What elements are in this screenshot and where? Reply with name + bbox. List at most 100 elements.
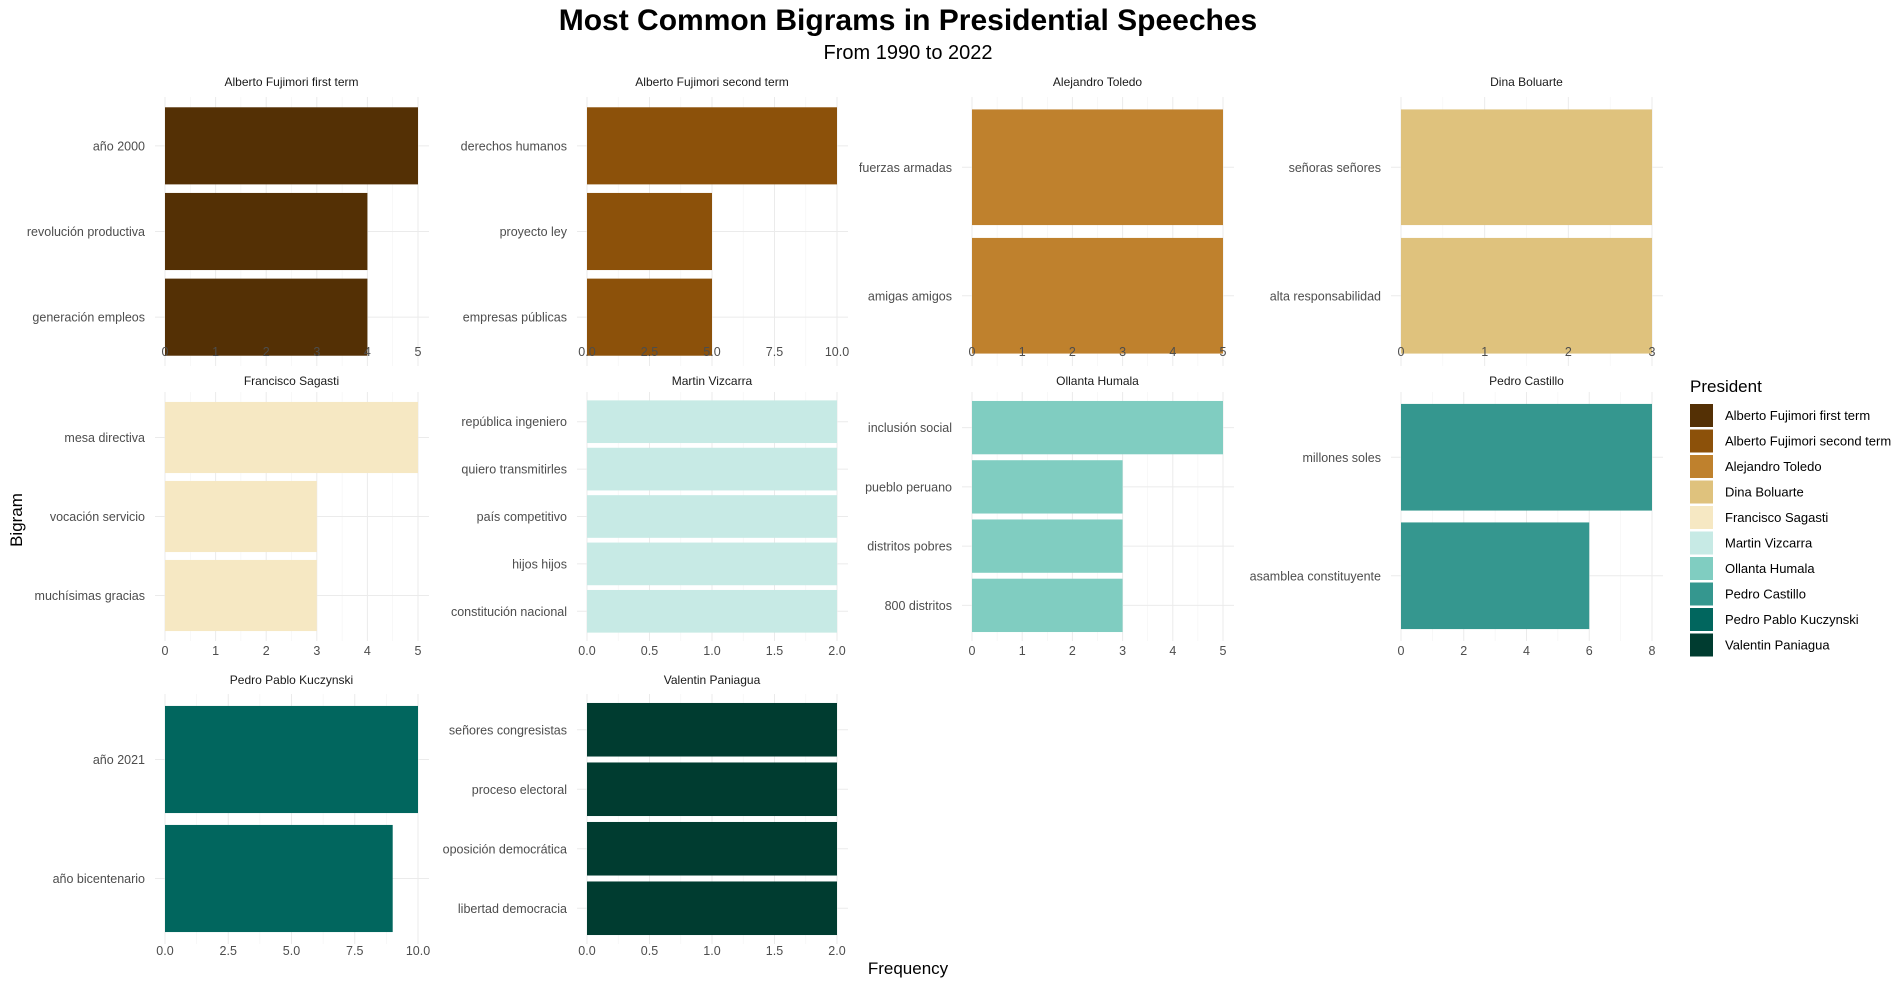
x-tick-label: 7.5 bbox=[766, 345, 783, 359]
facet-strip-label: Alberto Fujimori second term bbox=[635, 75, 788, 89]
facet-panels: Alberto Fujimori first term año 2000 revol… bbox=[27, 75, 1663, 958]
x-tick-label: 1.5 bbox=[766, 644, 783, 658]
x-tick-label: 5.0 bbox=[283, 944, 300, 958]
y-tick-label: año 2000 bbox=[93, 139, 145, 153]
x-tick-label: 8 bbox=[1649, 644, 1656, 658]
facet-strip-label: Alberto Fujimori first term bbox=[224, 75, 358, 89]
facet-panel: Valentin Paniagua señores congresistas pro… bbox=[443, 673, 848, 958]
bar bbox=[972, 460, 1123, 514]
x-tick-label: 3 bbox=[1119, 345, 1126, 359]
x-tick-label: 1.0 bbox=[703, 644, 720, 658]
x-tick-label: 2 bbox=[1069, 644, 1076, 658]
x-tick-label: 3 bbox=[1649, 345, 1656, 359]
legend-swatch bbox=[1690, 633, 1713, 657]
x-tick-label: 2.5 bbox=[220, 944, 237, 958]
legend-swatch bbox=[1690, 531, 1713, 555]
x-tick-label: 4 bbox=[1169, 644, 1176, 658]
facet-panel: Pedro Castillo millones soles asamblea con… bbox=[1250, 374, 1663, 658]
x-tick-label: 4 bbox=[364, 345, 371, 359]
bar bbox=[587, 447, 837, 491]
y-tick-label: amigas amigos bbox=[868, 289, 952, 303]
facet-panel: Alejandro Toledo fuerzas armadas amigas am… bbox=[859, 75, 1234, 366]
facet-panel: Alberto Fujimori first term año 2000 revol… bbox=[27, 75, 429, 366]
bar bbox=[587, 192, 712, 271]
bar bbox=[1401, 109, 1652, 226]
x-tick-label: 4 bbox=[1523, 644, 1530, 658]
facet-panel: Martin Vizcarra república ingeniero quiero… bbox=[451, 374, 848, 658]
bar bbox=[1401, 403, 1652, 511]
y-tick-label: oposición democrática bbox=[443, 842, 567, 856]
bar bbox=[165, 401, 418, 474]
bar bbox=[165, 107, 418, 185]
x-tick-label: 3 bbox=[313, 345, 320, 359]
x-tick-label: 1 bbox=[1481, 345, 1488, 359]
x-tick-label: 3 bbox=[313, 644, 320, 658]
facet-strip-label: Pedro Castillo bbox=[1489, 374, 1564, 388]
x-tick-label: 5 bbox=[415, 644, 422, 658]
x-tick-label: 2.0 bbox=[828, 944, 845, 958]
y-tick-label: quiero transmitirles bbox=[461, 463, 567, 477]
y-tick-label: pueblo peruano bbox=[865, 480, 952, 494]
legend-label: Alberto Fujimori first term bbox=[1725, 408, 1870, 423]
x-tick-label: 5 bbox=[415, 345, 422, 359]
x-tick-label: 1 bbox=[212, 644, 219, 658]
legend-label: Dina Boluarte bbox=[1725, 485, 1804, 500]
bar bbox=[165, 559, 317, 632]
y-tick-label: señoras señores bbox=[1289, 161, 1381, 175]
x-tick-label: 0.0 bbox=[578, 944, 595, 958]
x-tick-label: 0.0 bbox=[156, 944, 173, 958]
x-tick-label: 0 bbox=[1398, 644, 1405, 658]
facet-panel: Francisco Sagasti mesa directiva vocación … bbox=[35, 374, 429, 658]
x-tick-label: 3 bbox=[1119, 644, 1126, 658]
bar bbox=[587, 762, 837, 817]
legend-label: Valentin Paniagua bbox=[1725, 638, 1830, 653]
y-tick-label: república ingeniero bbox=[461, 415, 567, 429]
y-tick-label: constitución nacional bbox=[451, 605, 567, 619]
facet-panel: Dina Boluarte señoras señores alta respons… bbox=[1270, 75, 1663, 366]
bar bbox=[1401, 522, 1590, 630]
bar bbox=[165, 824, 393, 933]
bar bbox=[165, 705, 418, 814]
legend-swatch bbox=[1690, 608, 1713, 631]
facet-strip-label: Alejandro Toledo bbox=[1053, 75, 1143, 89]
x-tick-label: 10.0 bbox=[825, 345, 849, 359]
legend-title: President bbox=[1690, 377, 1762, 396]
bar bbox=[972, 237, 1223, 354]
bar bbox=[587, 821, 837, 876]
y-tick-label: mesa directiva bbox=[64, 431, 145, 445]
facet-strip-label: Pedro Pablo Kuczynski bbox=[230, 673, 353, 687]
y-axis-title: Bigram bbox=[7, 493, 26, 547]
y-tick-label: fuerzas armadas bbox=[859, 161, 952, 175]
bar bbox=[972, 578, 1123, 633]
x-tick-label: 6 bbox=[1586, 644, 1593, 658]
bar bbox=[972, 519, 1123, 573]
y-tick-label: año 2021 bbox=[93, 753, 145, 767]
bar bbox=[587, 400, 837, 444]
y-tick-label: asamblea constituyente bbox=[1250, 569, 1381, 583]
legend-label: Pedro Pablo Kuczynski bbox=[1725, 612, 1859, 627]
x-tick-label: 2 bbox=[1460, 644, 1467, 658]
x-tick-label: 0 bbox=[969, 345, 976, 359]
x-tick-label: 0 bbox=[162, 644, 169, 658]
facet-strip-label: Valentin Paniagua bbox=[664, 673, 761, 687]
y-tick-label: inclusión social bbox=[868, 421, 952, 435]
x-tick-label: 0 bbox=[162, 345, 169, 359]
bar bbox=[972, 109, 1223, 226]
legend-swatch bbox=[1690, 455, 1713, 478]
x-tick-label: 0.0 bbox=[578, 345, 595, 359]
legend-label: Pedro Castillo bbox=[1725, 587, 1806, 602]
legend-swatch bbox=[1690, 506, 1713, 529]
x-tick-label: 5.0 bbox=[703, 345, 720, 359]
x-tick-label: 4 bbox=[1169, 345, 1176, 359]
y-tick-label: distritos pobres bbox=[867, 540, 952, 554]
y-tick-label: proceso electoral bbox=[472, 783, 567, 797]
y-tick-label: país competitivo bbox=[477, 510, 567, 524]
y-tick-label: señores congresistas bbox=[449, 723, 567, 737]
y-tick-label: muchísimas gracias bbox=[35, 589, 145, 603]
x-tick-label: 2 bbox=[263, 345, 270, 359]
y-tick-label: 800 distritos bbox=[885, 599, 952, 613]
x-tick-label: 2.5 bbox=[641, 345, 658, 359]
y-tick-label: libertad democracia bbox=[458, 902, 567, 916]
x-axis-title: Frequency bbox=[868, 959, 949, 978]
